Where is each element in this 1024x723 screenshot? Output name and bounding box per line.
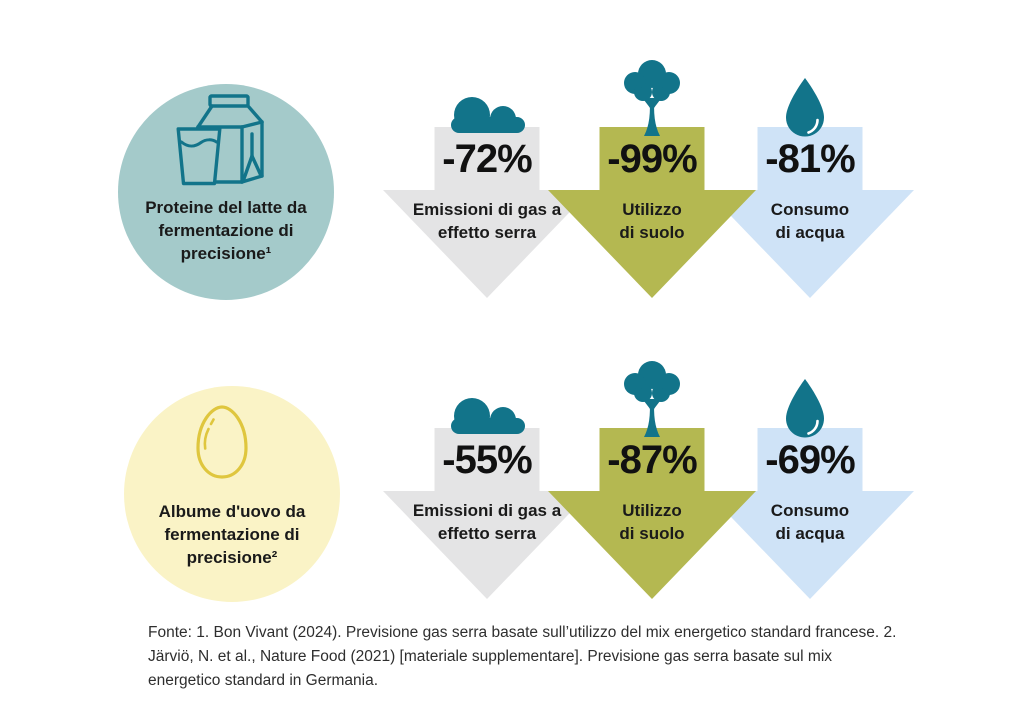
reduction-value: -81% bbox=[765, 137, 855, 181]
impact-label: Consumo di acqua bbox=[706, 198, 914, 244]
impact-label-line2: di acqua bbox=[775, 223, 845, 242]
impact-arrow-milk-land: -99% Utilizzo di suolo bbox=[548, 127, 756, 298]
product-circle-milk: Proteine del latte da fermentazione di p… bbox=[118, 84, 334, 300]
impact-arrow-milk-ghg: -72% Emissioni di gas a effetto serra bbox=[383, 127, 591, 298]
reduction-value: -69% bbox=[765, 438, 855, 482]
impact-arrow-egg-land: -87% Utilizzo di suolo bbox=[548, 428, 756, 599]
reduction-value: -87% bbox=[607, 438, 697, 482]
tree-icon bbox=[619, 58, 685, 141]
impact-label-line1: Emissioni di gas a bbox=[412, 200, 562, 219]
impact-label: Emissioni di gas a effetto serra bbox=[383, 198, 591, 244]
impact-label-line2: di suolo bbox=[619, 524, 685, 543]
water-drop-icon bbox=[784, 379, 826, 444]
impact-label: Utilizzo di suolo bbox=[548, 198, 756, 244]
impact-arrow-egg-water: -69% Consumo di acqua bbox=[706, 428, 914, 599]
cloud-icon bbox=[445, 396, 531, 439]
impact-label-line1: Emissioni di gas a bbox=[412, 501, 562, 520]
impact-arrow-milk-water: -81% Consumo di acqua bbox=[706, 127, 914, 298]
product-circle-egg: Albume d'uovo da fermentazione di precis… bbox=[124, 386, 340, 602]
impact-label-line1: Utilizzo bbox=[622, 200, 682, 219]
impact-label: Utilizzo di suolo bbox=[548, 499, 756, 545]
impact-label: Consumo di acqua bbox=[706, 499, 914, 545]
impact-arrow-egg-ghg: -55% Emissioni di gas a effetto serra bbox=[383, 428, 591, 599]
milk-carton-and-glass-icon bbox=[176, 94, 266, 191]
egg-icon bbox=[196, 405, 248, 484]
impact-label-line2: effetto serra bbox=[437, 223, 537, 242]
water-drop-icon bbox=[784, 78, 826, 143]
impact-label: Emissioni di gas a effetto serra bbox=[383, 499, 591, 545]
reduction-value: -55% bbox=[442, 438, 532, 482]
reduction-value: -72% bbox=[442, 137, 532, 181]
impact-label-line1: Consumo bbox=[770, 200, 850, 219]
impact-label-line2: di suolo bbox=[619, 223, 685, 242]
impact-label-line1: Utilizzo bbox=[622, 501, 682, 520]
source-footnote: Fonte: 1. Bon Vivant (2024). Previsione … bbox=[148, 624, 897, 689]
product-label-egg: Albume d'uovo da fermentazione di precis… bbox=[158, 502, 306, 567]
cloud-icon bbox=[445, 95, 531, 138]
impact-label-line1: Consumo bbox=[770, 501, 850, 520]
product-label-milk: Proteine del latte da fermentazione di p… bbox=[145, 198, 307, 263]
tree-icon bbox=[619, 359, 685, 442]
reduction-value: -99% bbox=[607, 137, 697, 181]
impact-label-line2: effetto serra bbox=[437, 524, 537, 543]
impact-label-line2: di acqua bbox=[775, 524, 845, 543]
